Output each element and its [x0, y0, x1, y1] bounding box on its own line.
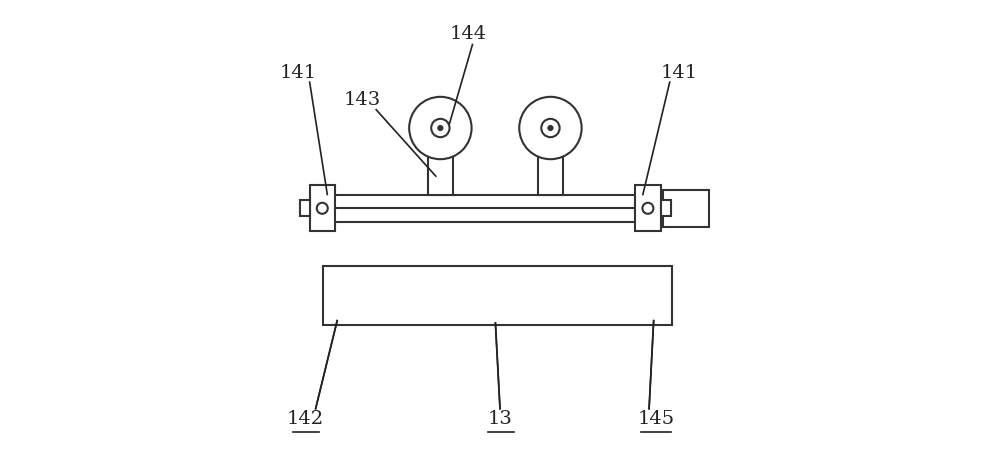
- Circle shape: [541, 119, 560, 137]
- Circle shape: [642, 203, 653, 214]
- Text: 13: 13: [488, 410, 512, 428]
- Bar: [661, 200, 671, 216]
- Bar: [323, 195, 672, 222]
- Bar: [310, 185, 335, 231]
- Text: 141: 141: [660, 64, 697, 82]
- Text: 141: 141: [280, 64, 317, 82]
- Bar: [323, 266, 672, 325]
- Bar: [545, 137, 555, 151]
- Circle shape: [548, 125, 553, 131]
- Bar: [541, 119, 560, 137]
- Bar: [538, 151, 563, 195]
- Bar: [300, 200, 310, 216]
- Bar: [428, 151, 453, 195]
- Text: 144: 144: [449, 25, 486, 43]
- Circle shape: [409, 97, 472, 159]
- Circle shape: [438, 125, 443, 131]
- Circle shape: [317, 203, 328, 214]
- Circle shape: [431, 119, 450, 137]
- Text: 142: 142: [287, 410, 324, 428]
- Bar: [435, 137, 445, 151]
- Bar: [663, 190, 709, 226]
- Circle shape: [519, 97, 582, 159]
- Text: 143: 143: [344, 92, 381, 109]
- Bar: [431, 119, 450, 137]
- Bar: [635, 185, 661, 231]
- Text: 145: 145: [637, 410, 675, 428]
